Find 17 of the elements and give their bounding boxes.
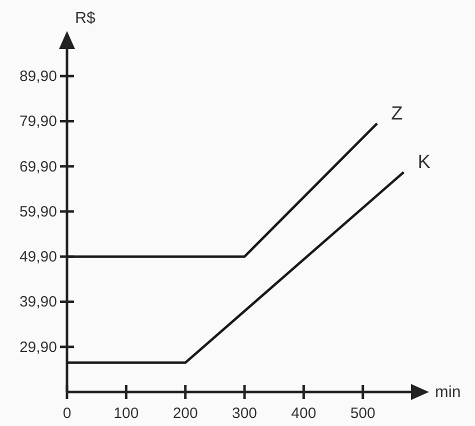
y-tick-label: 89,90 bbox=[19, 68, 57, 86]
x-tick-label: 400 bbox=[291, 405, 316, 422]
x-tick-label: 300 bbox=[232, 405, 258, 422]
x-tick-label: 500 bbox=[350, 405, 376, 422]
x-axis-title: min bbox=[435, 384, 461, 401]
y-tick-label: 29,90 bbox=[19, 338, 57, 356]
y-axis-title: R$ bbox=[75, 10, 96, 27]
y-tick-label: 49,90 bbox=[19, 248, 57, 266]
y-tick-label: 69,90 bbox=[19, 158, 57, 176]
x-tick-label: 200 bbox=[172, 405, 198, 422]
series-label: Z bbox=[391, 103, 404, 124]
series-label: K bbox=[418, 152, 431, 174]
x-tick-label: 100 bbox=[114, 405, 139, 422]
y-tick-label: 79,90 bbox=[19, 113, 57, 130]
y-tick-label: 39,90 bbox=[19, 294, 57, 311]
y-tick-label: 59,90 bbox=[19, 203, 57, 220]
x-tick-label: 0 bbox=[62, 405, 72, 422]
